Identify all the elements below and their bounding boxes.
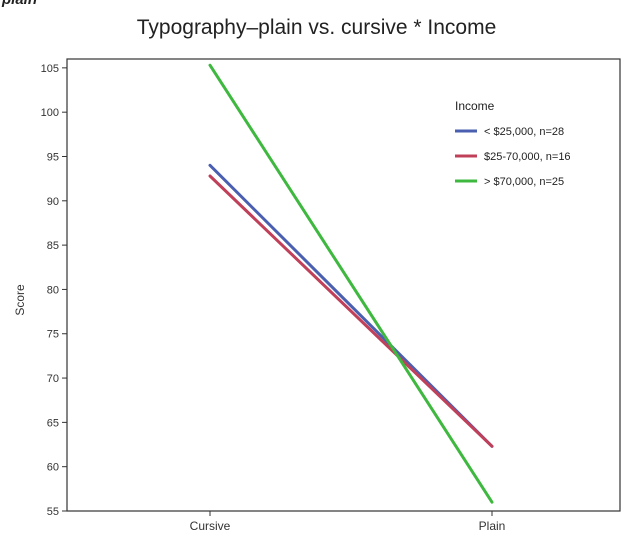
y-axis-title: Score xyxy=(13,284,27,316)
y-tick-label: 80 xyxy=(47,284,59,296)
y-tick-label: 55 xyxy=(47,506,59,518)
legend: Income < $25,000, n=28 $25-70,000, n=16 > … xyxy=(455,99,571,188)
x-axis: Cursive Plain xyxy=(190,511,506,533)
y-axis: 55 60 65 70 75 80 85 90 95 100 105 xyxy=(41,63,67,518)
series-line-2 xyxy=(208,174,494,448)
y-tick-label: 75 xyxy=(47,329,59,341)
series-lines xyxy=(208,63,494,504)
y-tick-label: 95 xyxy=(47,151,59,163)
top-text-fragment: plain xyxy=(2,0,37,8)
y-tick-label: 65 xyxy=(47,417,59,429)
x-tick-label: Plain xyxy=(479,519,506,533)
y-tick-label: 70 xyxy=(47,373,59,385)
legend-label: < $25,000, n=28 xyxy=(484,126,564,138)
plot-frame xyxy=(66,58,621,512)
y-tick-label: 90 xyxy=(47,196,59,208)
x-tick-label: Cursive xyxy=(190,519,231,533)
y-tick-label: 85 xyxy=(47,240,59,252)
legend-title: Income xyxy=(455,99,495,113)
y-tick-label: 105 xyxy=(41,63,59,75)
legend-label: > $70,000, n=25 xyxy=(484,176,564,188)
y-tick-label: 100 xyxy=(41,107,59,119)
chart-title: Typography–plain vs. cursive * Income xyxy=(136,16,497,39)
series-line-3 xyxy=(208,63,494,504)
legend-label: $25-70,000, n=16 xyxy=(484,151,571,163)
y-tick-label: 60 xyxy=(47,462,59,474)
